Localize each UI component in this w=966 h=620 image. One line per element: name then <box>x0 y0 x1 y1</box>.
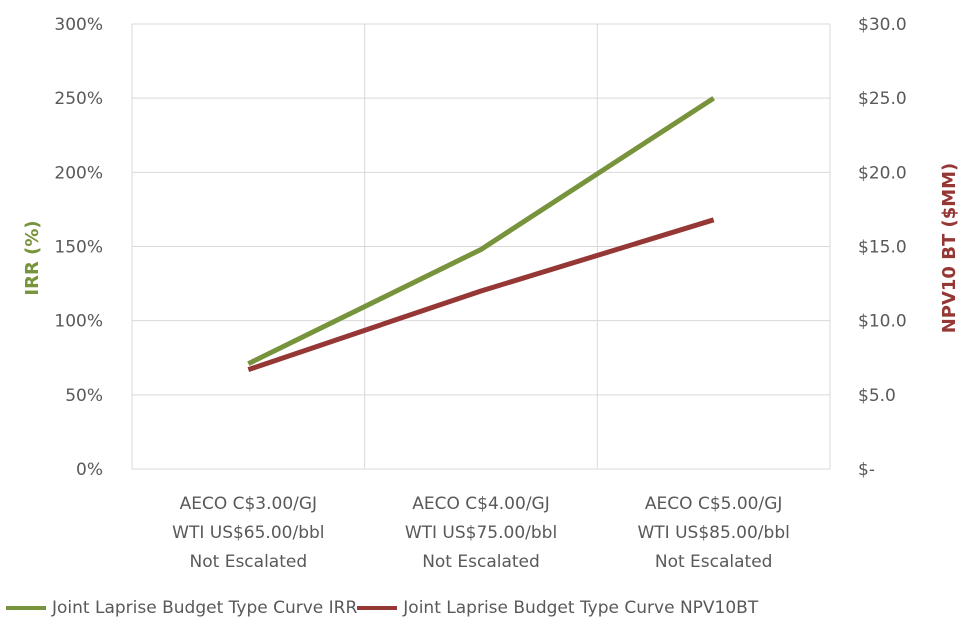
legend-swatch-npv <box>357 606 398 610</box>
right-tick-label: $20.0 <box>858 163 907 183</box>
legend-swatch-irr <box>6 606 46 610</box>
legend-item-irr: Joint Laprise Budget Type Curve IRR <box>6 598 357 618</box>
category-label-line: WTI US$75.00/bbl <box>405 523 557 543</box>
left-tick-label: 150% <box>54 238 103 258</box>
legend: Joint Laprise Budget Type Curve IRR Join… <box>6 596 758 620</box>
category-label: AECO C$4.00/GJ WTI US$75.00/bbl Not Escala… <box>405 494 557 572</box>
left-tick-label: 300% <box>54 15 103 35</box>
left-tick-label: 200% <box>54 163 103 183</box>
category-label-line: WTI US$85.00/bbl <box>637 523 789 543</box>
legend-item-npv: Joint Laprise Budget Type Curve NPV10BT <box>357 598 758 618</box>
right-tick-label: $- <box>858 460 875 480</box>
left-axis-title: IRR (%) <box>22 220 43 295</box>
category-label-line: AECO C$3.00/GJ <box>180 494 317 514</box>
category-label-line: Not Escalated <box>190 552 308 572</box>
series-lines <box>247 96 716 372</box>
left-axis-ticks: 0% 50% 100% 150% 200% 250% 300% <box>54 15 103 480</box>
left-tick-label: 100% <box>54 312 103 332</box>
right-tick-label: $30.0 <box>858 15 907 35</box>
category-label-line: AECO C$5.00/GJ <box>645 494 782 514</box>
right-tick-label: $25.0 <box>858 89 907 109</box>
category-label: AECO C$5.00/GJ WTI US$85.00/bbl Not Escala… <box>637 494 789 572</box>
left-tick-label: 50% <box>65 386 103 406</box>
left-tick-label: 250% <box>54 89 103 109</box>
right-tick-label: $10.0 <box>858 312 907 332</box>
category-label-line: Not Escalated <box>422 552 540 572</box>
category-label-line: AECO C$4.00/GJ <box>412 494 549 514</box>
series-line-0 <box>247 96 716 366</box>
legend-label-npv: Joint Laprise Budget Type Curve NPV10BT <box>403 598 759 618</box>
gridlines <box>131 23 831 470</box>
right-tick-label: $15.0 <box>858 238 907 258</box>
category-label: AECO C$3.00/GJ WTI US$65.00/bbl Not Escala… <box>172 494 324 572</box>
right-axis-title: NPV10 BT ($MM) <box>939 163 960 334</box>
category-label-line: Not Escalated <box>655 552 773 572</box>
right-tick-label: $5.0 <box>858 386 896 406</box>
chart: 0% 50% 100% 150% 200% 250% 300% $- $5.0 $10.0 $15… <box>22 15 960 572</box>
series-line-1 <box>247 217 715 372</box>
category-label-line: WTI US$65.00/bbl <box>172 523 324 543</box>
right-axis-ticks: $- $5.0 $10.0 $15.0 $20.0 $25.0 $30.0 <box>858 15 907 480</box>
x-axis-categories: AECO C$3.00/GJ WTI US$65.00/bbl Not Escala… <box>172 494 790 572</box>
legend-label-irr: Joint Laprise Budget Type Curve IRR <box>52 598 358 618</box>
left-tick-label: 0% <box>76 460 103 480</box>
